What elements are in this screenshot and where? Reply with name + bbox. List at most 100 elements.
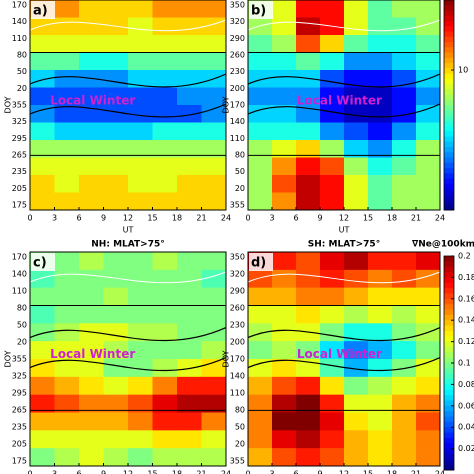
heat-cell [368,192,393,211]
heat-cell [392,341,417,360]
heat-cell [296,0,321,18]
annotation: Local Winter [297,93,382,107]
y-tick-label: 110 [12,34,27,43]
heat-cell [344,157,369,176]
heat-cell [152,52,178,71]
heat-cell [30,140,55,158]
heat-cell [128,287,153,306]
x-tick-label: 3 [52,470,57,474]
heat-cell [103,341,129,360]
colorbar-segment [444,314,454,321]
heat-cell [392,412,417,431]
colorbar-tick-label: 0.12 [458,337,474,346]
contour [247,73,441,88]
heat-cell [201,412,227,431]
colorbar-frame [443,0,455,211]
heat-cell [320,359,345,378]
heat-cell [79,412,104,431]
heat-cell [368,412,393,431]
heat-cell [344,269,369,288]
heat-cell [201,341,227,360]
x-tick-label: 9 [317,470,322,474]
colorbar-segment [444,204,454,211]
x-tick-label: 12 [339,214,349,223]
heat-cell [368,287,393,306]
colorbar-tick-label: 0.18 [458,273,474,282]
heat-cell [79,192,104,211]
colorbar-segment [444,78,454,85]
heat-cell [272,305,297,324]
heat-cell [54,448,80,467]
heat-cell [79,157,104,176]
heat-cell [201,430,227,449]
y-tick-label: 20 [235,440,245,449]
contour [29,357,227,372]
colorbar-segment [444,147,454,153]
heat-cell [416,376,441,395]
y-tick-label: 350 [230,253,245,262]
colorbar-segment [444,256,454,262]
heat-cell [128,448,153,467]
x-tick-label: 12 [339,470,349,474]
heat-cell [320,105,345,123]
x-tick-label: 18 [387,470,397,474]
heat-cell [201,122,227,141]
y-tick-label: 355 [12,101,27,110]
heat-cell [296,157,321,176]
heat-cell [416,105,441,123]
heat-cell [368,252,393,271]
x-tick-label: 15 [363,214,373,223]
y-tick-label: 295 [12,389,27,398]
heat-cell [128,52,153,71]
heat-cell [272,70,297,88]
heat-cell [201,192,227,211]
colorbar-segment [444,373,454,380]
heat-cell [272,122,297,141]
heat-cell [54,394,80,413]
colorbar-segment [444,47,454,53]
x-tick-label: 24 [221,470,231,474]
heat-cell [103,35,129,53]
heat-cell [128,252,153,271]
y-tick-label: 205 [12,184,27,193]
heat-cell [344,448,369,467]
y-tick-label: 235 [12,423,27,432]
heat-cell [103,122,129,141]
heat-cell [54,35,80,53]
colorbar-segment [444,288,454,294]
y-tick-label: 50 [17,67,27,76]
heat-cell [177,87,202,106]
colorbar-segment [444,379,454,385]
heat-cell [128,122,153,141]
x-axis-label: UT [339,226,350,235]
x-tick-label: 21 [411,214,421,223]
heat-cell [201,175,227,193]
heat-cell [201,269,227,288]
heat-cell [368,394,393,413]
y-tick-label: 50 [235,423,245,432]
colorbar-segment [444,141,454,148]
heat-cell [416,305,441,324]
heat-cell [79,269,104,288]
annotation: Local Winter [50,93,135,107]
colorbar-tick-label: 0.02 [458,444,474,453]
heat-cell [320,157,345,176]
heat-cell [128,305,153,324]
heat-cell [152,323,178,342]
panel-label-bg [31,1,55,19]
heat-cell [54,157,80,176]
heat-cell [320,448,345,467]
y-tick-label: 170 [12,1,27,10]
heat-cell [272,412,297,431]
heat-cell [416,412,441,431]
colorbar-segment [444,309,454,316]
heat-cell [103,430,129,449]
heat-cell [79,394,104,413]
colorbar-segment [444,42,454,48]
colorbar-segment [444,73,454,80]
heat-cell [368,0,393,18]
colorbar-segment [444,363,454,369]
heat-cell [296,192,321,211]
heat-cell [54,359,80,378]
heat-cell [128,140,153,158]
